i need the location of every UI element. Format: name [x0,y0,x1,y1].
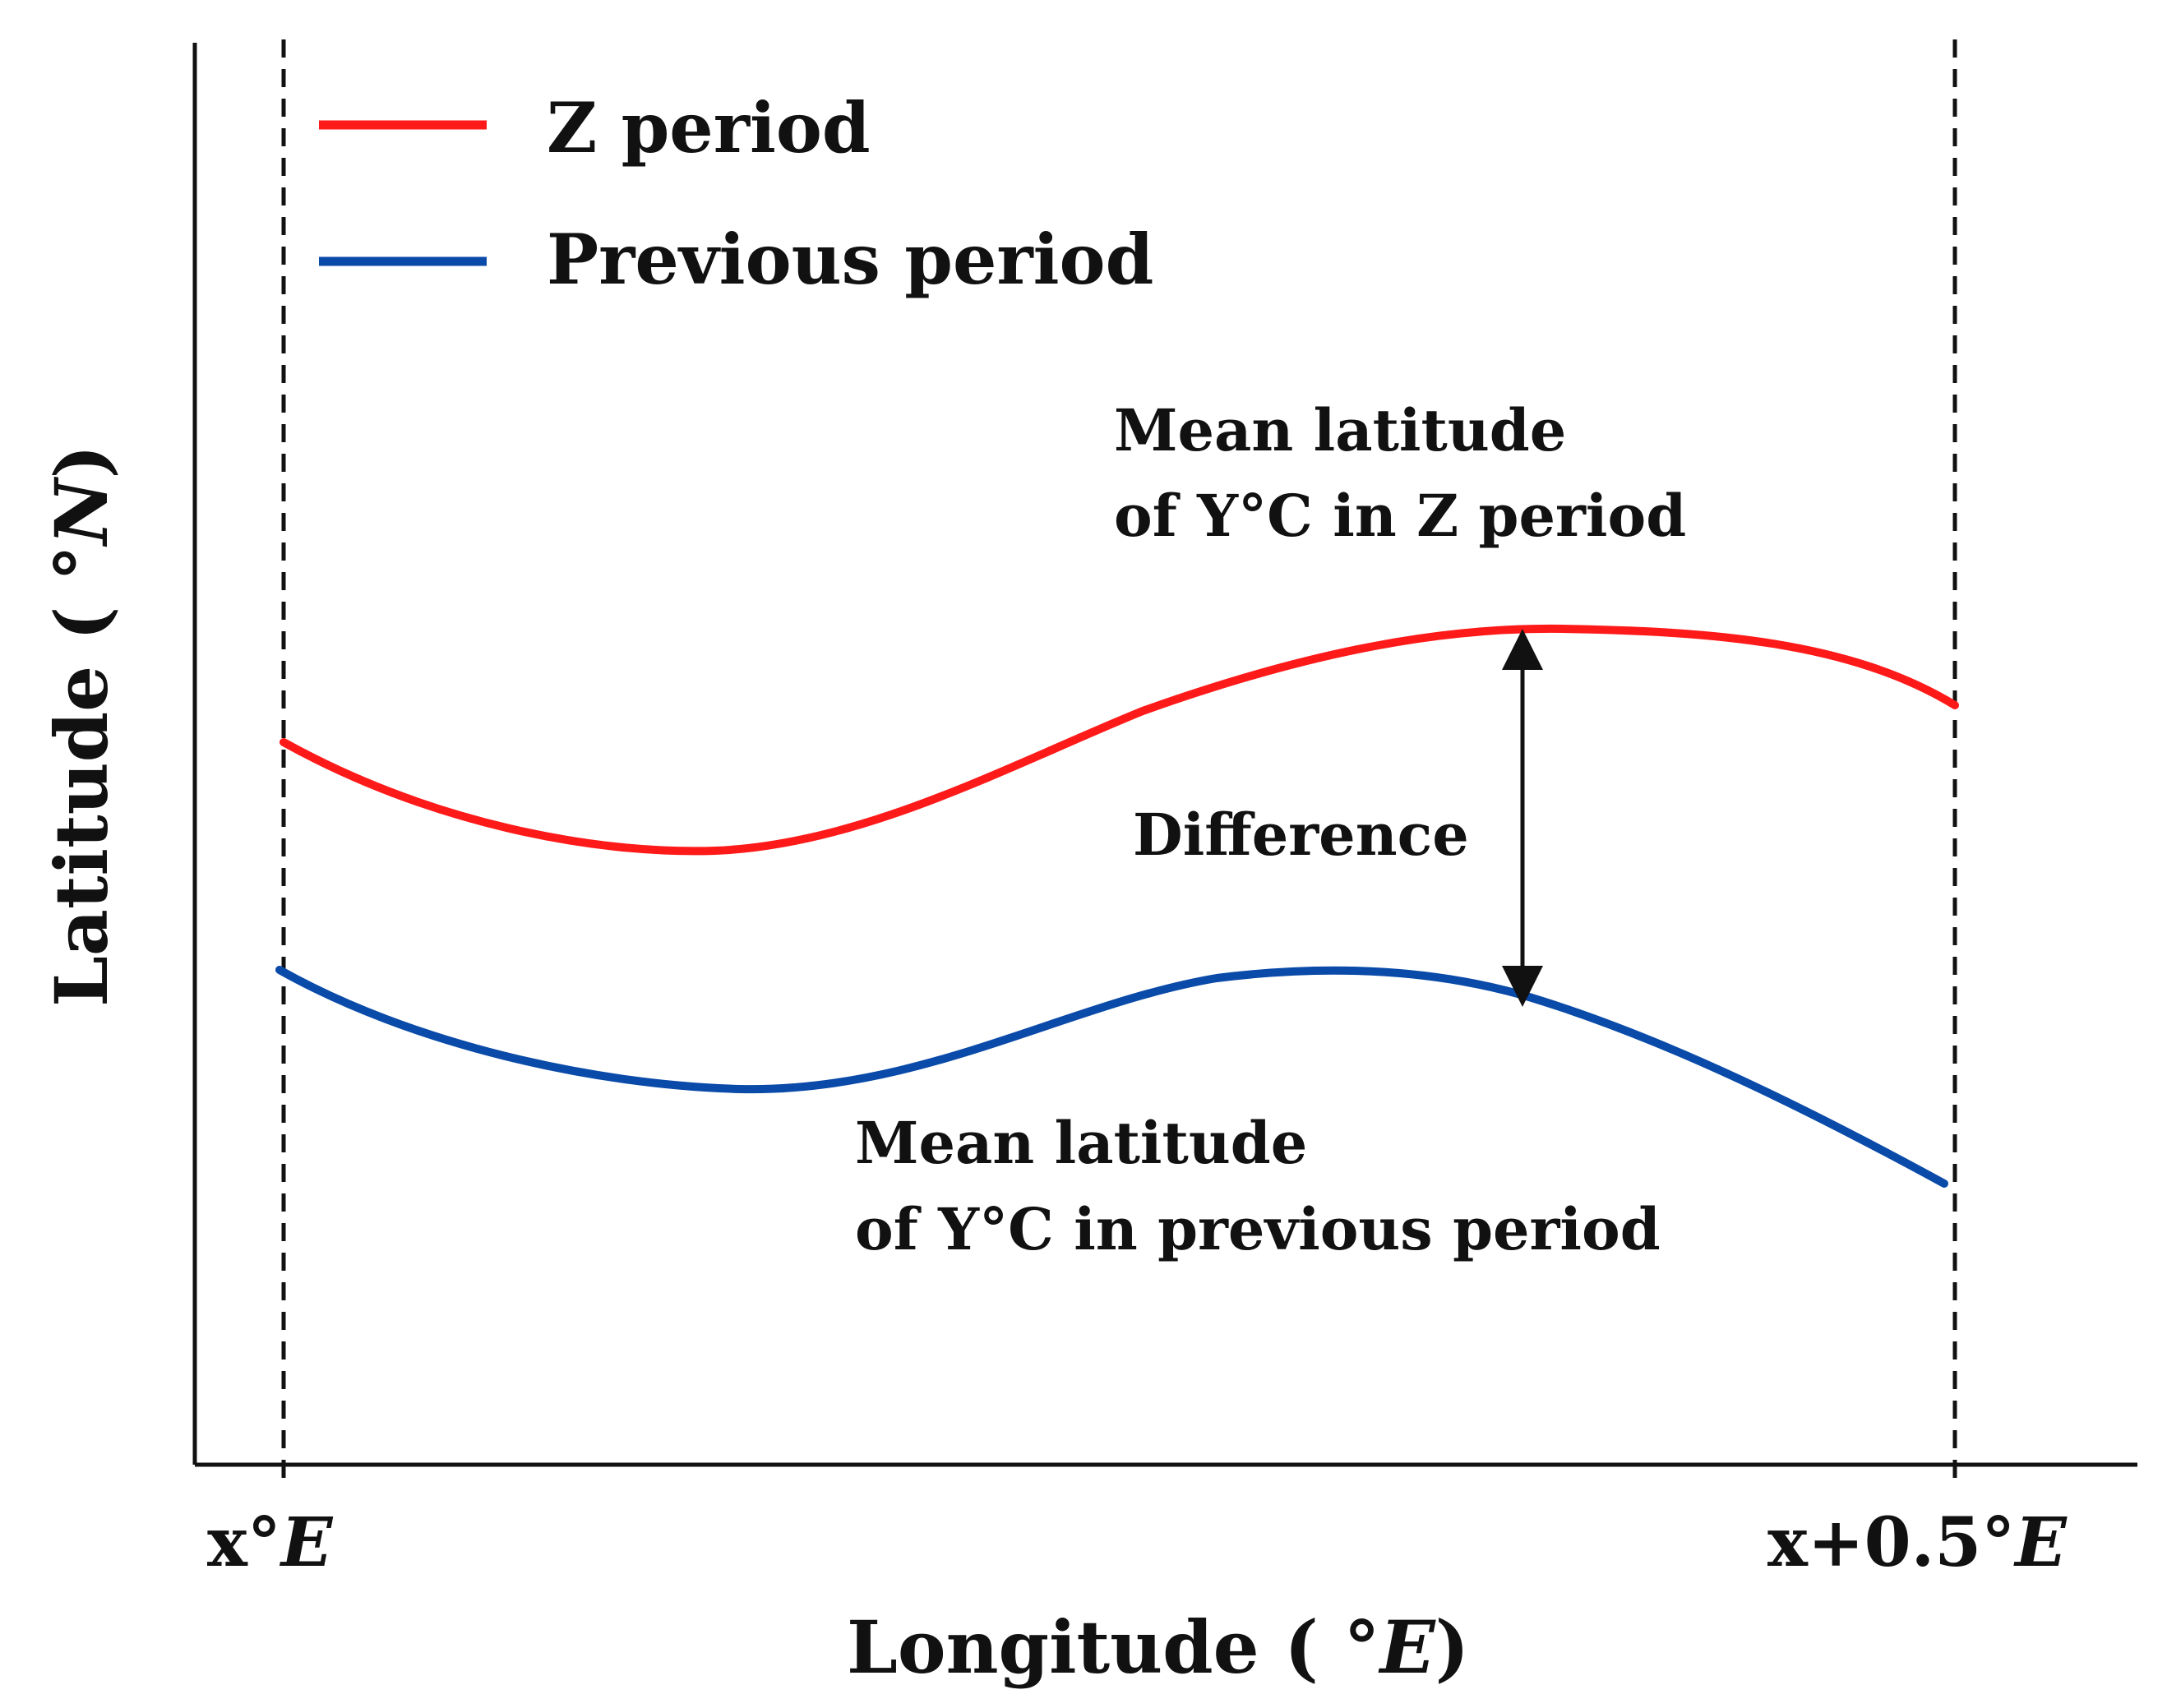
z-period-annotation-line2: of Y°C in Z period [1114,482,1686,550]
previous-period-annotation-line2: of Y°C in previous period [855,1195,1661,1263]
z-period-curve [280,624,1959,856]
difference-label: Difference [1133,801,1469,869]
previous-period-annotation-line1: Mean latitude [855,1109,1307,1177]
y-axis-title: Latitude ( °N) [39,445,124,1007]
previous-period-curve [275,966,1948,1188]
legend-label-previous-period: Previous period [547,219,1153,300]
x-axis-title: Longitude ( °E) [847,1604,1469,1690]
previous-period-annotation: Mean latitude of Y°C in previous period [855,1109,1661,1263]
legend-label-z-period: Z period [547,87,871,168]
x-tick-left: x°E [207,1503,334,1582]
z-period-annotation: Mean latitude of Y°C in Z period [1114,396,1686,550]
z-period-annotation-line1: Mean latitude [1114,396,1566,464]
x-tick-right: x+0.5°E [1767,1503,2068,1582]
